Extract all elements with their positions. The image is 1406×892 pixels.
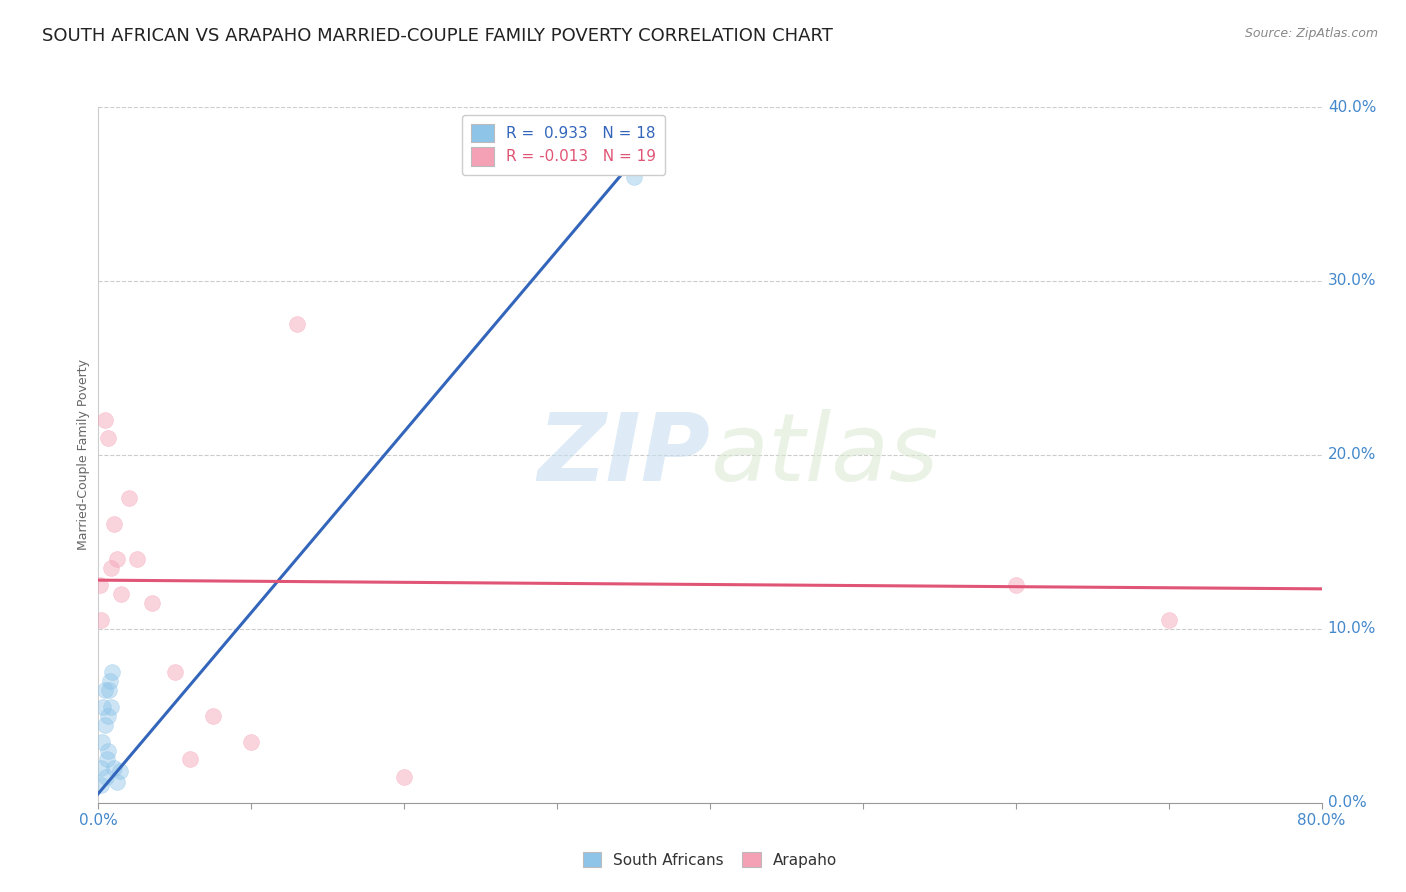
- Text: Source: ZipAtlas.com: Source: ZipAtlas.com: [1244, 27, 1378, 40]
- Point: [100, 561, 122, 575]
- Point: [91, 735, 114, 749]
- Point: [97, 744, 120, 758]
- Text: atlas: atlas: [710, 409, 938, 500]
- Point: [103, 761, 125, 775]
- Text: 30.0%: 30.0%: [1327, 274, 1376, 288]
- Point: [101, 665, 124, 680]
- Point: [108, 764, 131, 779]
- Text: 40.0%: 40.0%: [1327, 100, 1376, 114]
- Point: [89, 578, 111, 592]
- Text: 20.0%: 20.0%: [1327, 448, 1376, 462]
- Point: [1157, 613, 1180, 627]
- Point: [94, 682, 117, 697]
- Point: [103, 517, 125, 532]
- Text: ZIP: ZIP: [537, 409, 710, 501]
- Point: [118, 491, 141, 506]
- Point: [1004, 578, 1026, 592]
- Point: [179, 752, 201, 766]
- Point: [97, 708, 120, 723]
- Point: [96, 752, 118, 766]
- Point: [100, 700, 122, 714]
- Point: [125, 552, 148, 566]
- Legend: South Africans, Arapaho: South Africans, Arapaho: [575, 844, 845, 875]
- Text: 10.0%: 10.0%: [1327, 622, 1376, 636]
- Point: [91, 700, 114, 714]
- Point: [110, 587, 132, 601]
- Y-axis label: Married-Couple Family Poverty: Married-Couple Family Poverty: [77, 359, 90, 550]
- Point: [105, 775, 128, 789]
- Point: [202, 708, 225, 723]
- Text: SOUTH AFRICAN VS ARAPAHO MARRIED-COUPLE FAMILY POVERTY CORRELATION CHART: SOUTH AFRICAN VS ARAPAHO MARRIED-COUPLE …: [42, 27, 832, 45]
- Point: [90, 761, 112, 775]
- Point: [90, 778, 112, 792]
- Point: [163, 665, 186, 680]
- Point: [90, 613, 112, 627]
- Point: [141, 596, 163, 610]
- Point: [97, 430, 120, 444]
- Point: [98, 674, 121, 689]
- Point: [105, 552, 128, 566]
- Point: [93, 413, 115, 427]
- Point: [240, 735, 263, 749]
- Point: [623, 169, 645, 184]
- Point: [392, 770, 416, 784]
- Point: [285, 318, 308, 332]
- Point: [94, 770, 117, 784]
- Point: [93, 717, 115, 731]
- Text: 0.0%: 0.0%: [1327, 796, 1367, 810]
- Point: [98, 682, 121, 697]
